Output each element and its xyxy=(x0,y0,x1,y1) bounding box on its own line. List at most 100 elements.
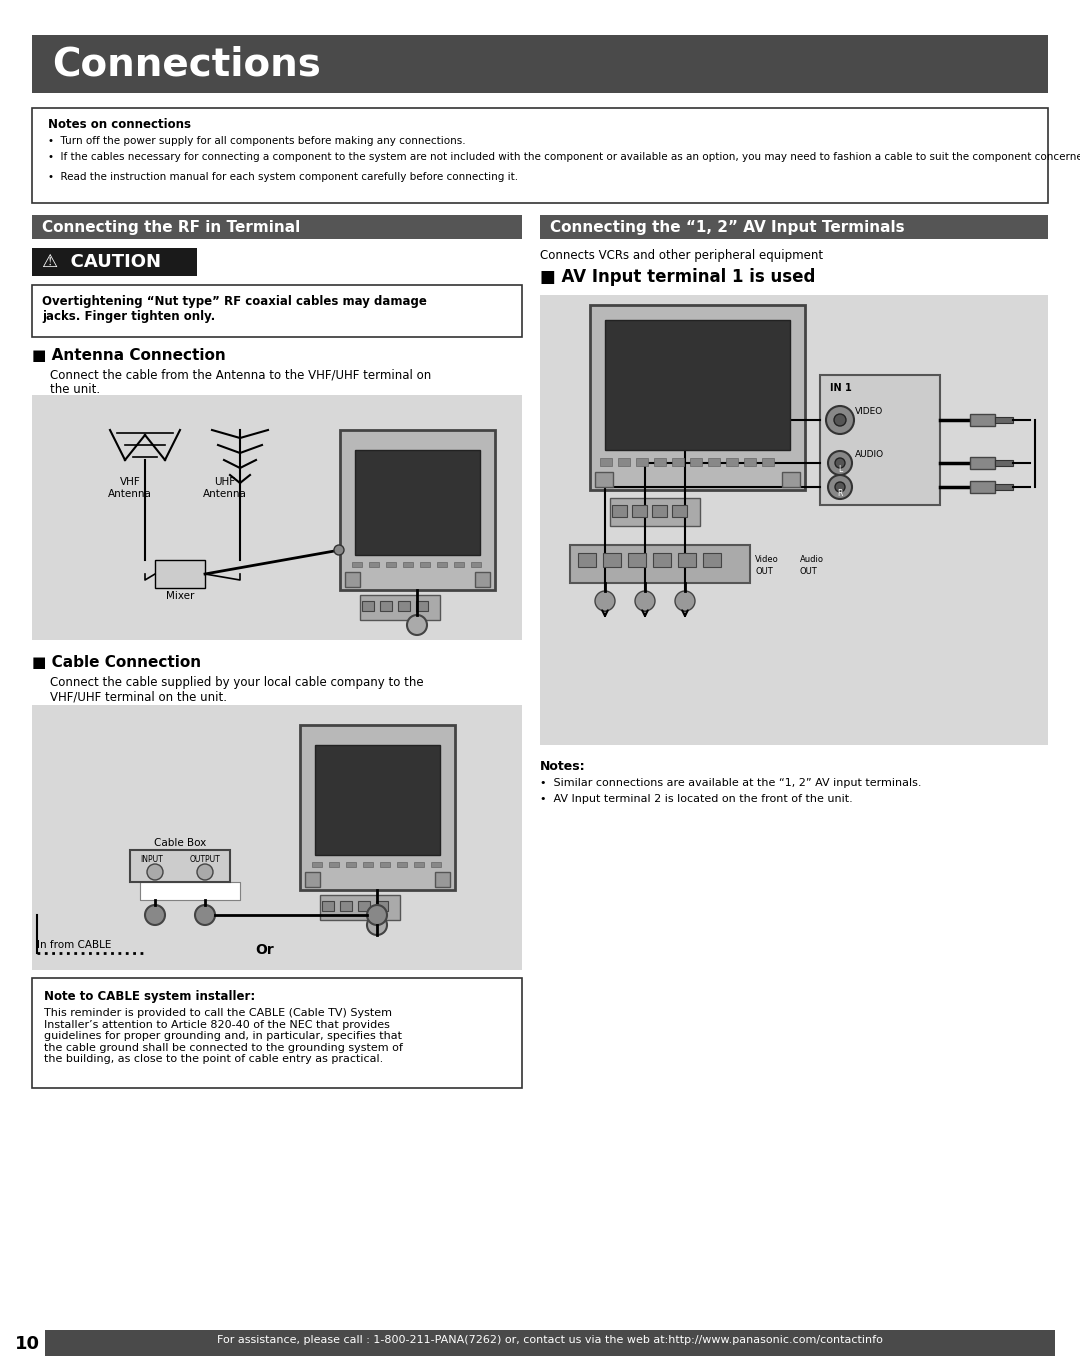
Text: •  If the cables necessary for connecting a component to the system are not incl: • If the cables necessary for connecting… xyxy=(48,153,1080,162)
Bar xyxy=(345,572,360,587)
Text: OUT: OUT xyxy=(800,567,818,577)
Text: IN 1: IN 1 xyxy=(831,383,852,393)
Text: Connect the cable supplied by your local cable company to the
VHF/UHF terminal o: Connect the cable supplied by your local… xyxy=(50,676,423,705)
Bar xyxy=(346,861,356,867)
Circle shape xyxy=(828,474,852,499)
Text: •  Similar connections are available at the “1, 2” AV input terminals.: • Similar connections are available at t… xyxy=(540,778,921,788)
Text: Note to CABLE system installer:: Note to CABLE system installer: xyxy=(44,990,255,1003)
Bar xyxy=(672,458,684,466)
Bar xyxy=(340,429,495,590)
Text: OUTPUT: OUTPUT xyxy=(190,855,220,864)
Bar xyxy=(600,458,612,466)
Bar xyxy=(380,861,390,867)
Bar xyxy=(32,979,522,1088)
Text: UHF
Antenna: UHF Antenna xyxy=(203,477,247,499)
Bar xyxy=(820,375,940,506)
Circle shape xyxy=(197,864,213,880)
Text: VIDEO: VIDEO xyxy=(855,408,883,416)
Text: ■ AV Input terminal 1 is used: ■ AV Input terminal 1 is used xyxy=(540,269,815,286)
Circle shape xyxy=(367,905,387,925)
Bar xyxy=(360,596,440,620)
Bar xyxy=(32,35,1048,93)
Text: •  Read the instruction manual for each system component carefully before connec: • Read the instruction manual for each s… xyxy=(48,172,518,183)
Text: Overtightening “Nut type” RF coaxial cables may damage
jacks. Finger tighten onl: Overtightening “Nut type” RF coaxial cab… xyxy=(42,294,427,323)
Text: Video: Video xyxy=(755,555,779,564)
Text: ■ Cable Connection: ■ Cable Connection xyxy=(32,656,201,671)
Bar xyxy=(329,861,339,867)
Bar xyxy=(312,861,322,867)
Bar xyxy=(636,458,648,466)
Bar xyxy=(652,506,667,517)
Bar xyxy=(355,450,480,555)
Bar xyxy=(352,562,362,567)
Circle shape xyxy=(407,615,427,635)
Bar xyxy=(362,601,374,611)
Circle shape xyxy=(145,905,165,925)
Bar xyxy=(32,285,522,337)
Circle shape xyxy=(835,458,845,468)
Bar xyxy=(376,901,388,910)
Bar xyxy=(140,882,240,900)
Circle shape xyxy=(835,483,845,492)
Bar xyxy=(320,895,400,920)
Text: This reminder is provided to call the CABLE (Cable TV) System
Installer’s attent: This reminder is provided to call the CA… xyxy=(44,1009,403,1065)
Bar xyxy=(726,458,738,466)
Text: ⚠  CAUTION: ⚠ CAUTION xyxy=(42,254,161,271)
Circle shape xyxy=(675,592,696,611)
Bar xyxy=(403,562,413,567)
Bar xyxy=(612,506,627,517)
Bar xyxy=(605,320,789,450)
Text: 10: 10 xyxy=(15,1334,40,1353)
Text: L: L xyxy=(838,465,842,474)
Text: Connects VCRs and other peripheral equipment: Connects VCRs and other peripheral equip… xyxy=(540,249,823,262)
Text: OUT: OUT xyxy=(755,567,773,577)
Bar xyxy=(399,601,410,611)
Circle shape xyxy=(195,905,215,925)
Text: Mixer: Mixer xyxy=(166,592,194,601)
Text: VHF
Antenna: VHF Antenna xyxy=(108,477,152,499)
Text: Or: Or xyxy=(255,943,273,957)
Bar xyxy=(627,553,646,567)
Bar xyxy=(305,872,320,887)
Bar xyxy=(678,553,696,567)
Bar xyxy=(782,472,800,487)
Bar xyxy=(363,861,373,867)
Text: Notes:: Notes: xyxy=(540,761,585,773)
Bar xyxy=(610,497,700,526)
Bar xyxy=(708,458,720,466)
Bar xyxy=(414,861,424,867)
Text: R: R xyxy=(837,489,842,497)
Bar xyxy=(618,458,630,466)
Text: Connecting the RF in Terminal: Connecting the RF in Terminal xyxy=(42,219,300,234)
Bar xyxy=(315,746,440,855)
Bar xyxy=(380,601,392,611)
Text: ■ Antenna Connection: ■ Antenna Connection xyxy=(32,348,226,363)
Bar xyxy=(420,562,430,567)
Bar xyxy=(690,458,702,466)
Text: Notes on connections: Notes on connections xyxy=(48,119,191,131)
Circle shape xyxy=(334,545,345,555)
Bar xyxy=(32,108,1048,203)
Text: In from CABLE: In from CABLE xyxy=(37,940,111,950)
Circle shape xyxy=(147,864,163,880)
Bar xyxy=(435,872,450,887)
Bar xyxy=(570,545,750,583)
Bar xyxy=(397,861,407,867)
Circle shape xyxy=(595,592,615,611)
Bar xyxy=(45,1330,1055,1356)
Bar xyxy=(595,472,613,487)
Bar xyxy=(995,417,1013,423)
Bar xyxy=(32,395,522,641)
Bar xyxy=(130,851,230,882)
Bar xyxy=(970,414,995,427)
Bar xyxy=(590,305,805,491)
Bar xyxy=(357,901,370,910)
Bar xyxy=(32,215,522,239)
Text: •  Turn off the power supply for all components before making any connections.: • Turn off the power supply for all comp… xyxy=(48,136,465,146)
Bar xyxy=(540,215,1048,239)
Bar xyxy=(32,705,522,970)
Text: Connecting the “1, 2” AV Input Terminals: Connecting the “1, 2” AV Input Terminals xyxy=(550,219,905,234)
Bar xyxy=(340,901,352,910)
Bar xyxy=(995,459,1013,466)
Bar xyxy=(603,553,621,567)
